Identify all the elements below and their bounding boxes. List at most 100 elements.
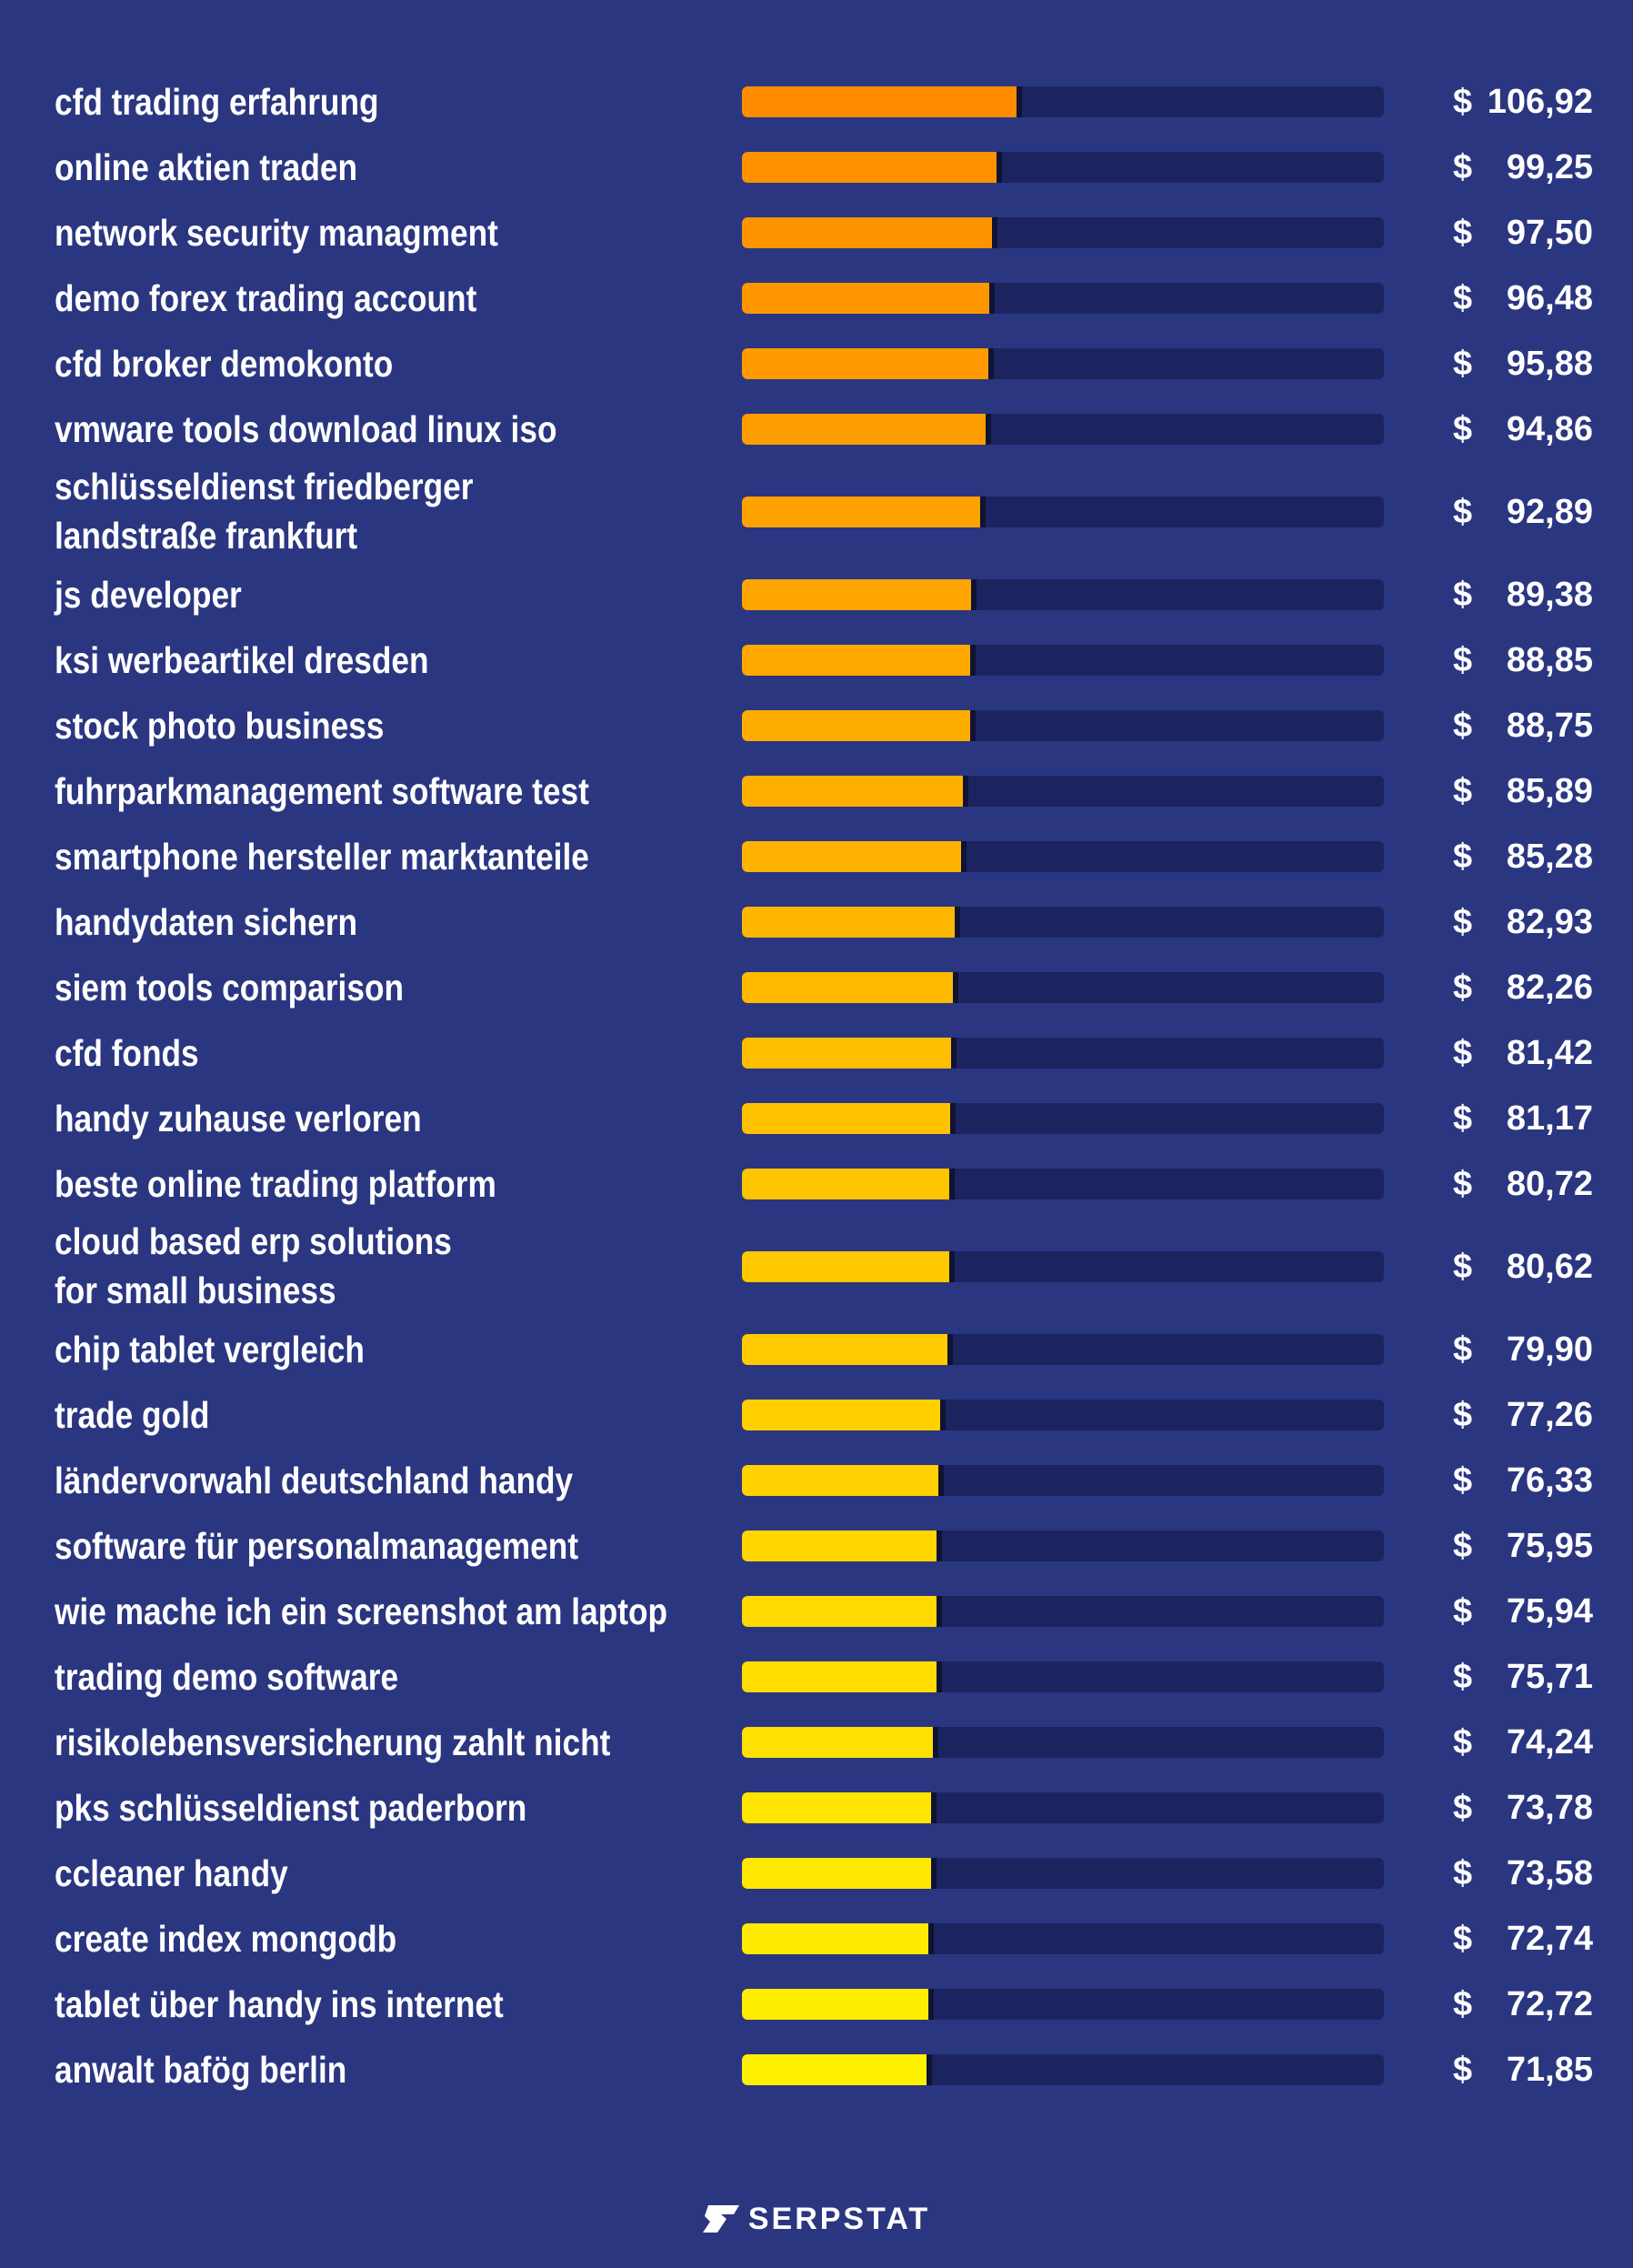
bar — [742, 1792, 937, 1823]
category-label: beste online trading platform — [55, 1163, 496, 1205]
bar-track — [742, 972, 1384, 1003]
bar-row: cfd fonds $81,42 — [0, 1020, 1633, 1086]
bar — [742, 1169, 955, 1199]
bar — [742, 710, 976, 741]
currency-symbol: $ — [1453, 1854, 1473, 1892]
bar-row: online aktien traden $99,25 — [0, 135, 1633, 200]
bar — [742, 1530, 942, 1561]
category-label: schlüsseldienst friedberger landstraße fr… — [55, 466, 474, 557]
currency-symbol: $ — [1453, 1789, 1473, 1827]
currency-symbol: $ — [1453, 83, 1473, 121]
bar — [742, 1727, 938, 1758]
currency-symbol: $ — [1453, 2051, 1473, 2089]
bar-track — [742, 1530, 1384, 1561]
category-label: js developer — [55, 574, 242, 616]
value-label: 75,94 — [1506, 1592, 1593, 1631]
bar-row: cloud based erp solutions for small busin… — [0, 1217, 1633, 1317]
value-label: 85,28 — [1506, 838, 1593, 876]
bar-track — [742, 497, 1384, 527]
bar-row: tablet über handy ins internet $72,72 — [0, 1972, 1633, 2037]
category-label: pks schlüsseldienst paderborn — [55, 1787, 527, 1829]
category-label: create index mongodb — [55, 1918, 397, 1960]
bar-track — [742, 1251, 1384, 1282]
currency-symbol: $ — [1453, 1592, 1473, 1631]
bar-track — [742, 1038, 1384, 1069]
currency-symbol: $ — [1453, 1527, 1473, 1565]
currency-symbol: $ — [1453, 279, 1473, 317]
footer: SERPSTAT — [0, 2193, 1633, 2244]
value-label: 88,75 — [1506, 707, 1593, 745]
bar-row: ksi werbeartikel dresden $88,85 — [0, 627, 1633, 693]
category-label: stock photo business — [55, 705, 385, 747]
value-label: 74,24 — [1506, 1723, 1593, 1761]
value-label: 85,89 — [1506, 772, 1593, 810]
value-label: 72,74 — [1506, 1920, 1593, 1958]
value-label: 76,33 — [1506, 1461, 1593, 1500]
value-label: 95,88 — [1506, 345, 1593, 383]
category-label: cfd trading erfahrung — [55, 81, 379, 123]
bar-track — [742, 710, 1384, 741]
bar — [742, 841, 967, 872]
bar-row: anwalt bafög berlin $71,85 — [0, 2037, 1633, 2102]
category-label: trading demo software — [55, 1656, 399, 1698]
currency-symbol: $ — [1453, 493, 1473, 531]
currency-symbol: $ — [1453, 1920, 1473, 1958]
value-label: 73,78 — [1506, 1789, 1593, 1827]
bar-row: software für personalmanagement $75,95 — [0, 1513, 1633, 1579]
value-label: 82,26 — [1506, 968, 1593, 1007]
category-label: fuhrparkmanagement software test — [55, 770, 589, 812]
bar-track — [742, 283, 1384, 314]
bar-track — [742, 1989, 1384, 2020]
category-label: smartphone hersteller marktanteile — [55, 836, 589, 878]
currency-symbol: $ — [1453, 1658, 1473, 1696]
bar — [742, 86, 1022, 117]
bar-row: wie mache ich ein screenshot am laptop $7… — [0, 1579, 1633, 1644]
bar-track — [742, 1169, 1384, 1199]
category-label: handy zuhause verloren — [55, 1098, 422, 1139]
bar-row: risikolebensversicherung zahlt nicht $74,… — [0, 1710, 1633, 1775]
serpstat-logo-icon — [702, 2205, 739, 2233]
bar-row: pks schlüsseldienst paderborn $73,78 — [0, 1775, 1633, 1841]
bar — [742, 2054, 932, 2085]
bar-track — [742, 348, 1384, 379]
category-label: handydaten sichern — [55, 901, 358, 943]
brand-name: SERPSTAT — [747, 2201, 931, 2236]
bar — [742, 1251, 955, 1282]
currency-symbol: $ — [1453, 1034, 1473, 1072]
currency-symbol: $ — [1453, 1396, 1473, 1434]
bar-row: cfd broker demokonto $95,88 — [0, 331, 1633, 396]
currency-symbol: $ — [1453, 1985, 1473, 2023]
currency-symbol: $ — [1453, 1461, 1473, 1500]
bar-track — [742, 1923, 1384, 1954]
bar — [742, 1989, 934, 2020]
bar-row: stock photo business $88,75 — [0, 693, 1633, 758]
category-label: cloud based erp solutions for small busin… — [55, 1220, 452, 1311]
bar-row: handydaten sichern $82,93 — [0, 889, 1633, 955]
currency-symbol: $ — [1453, 838, 1473, 876]
category-label: cfd fonds — [55, 1032, 199, 1074]
bar-track — [742, 1334, 1384, 1365]
value-label: 81,17 — [1506, 1099, 1593, 1138]
category-label: trade gold — [55, 1394, 210, 1436]
bar-track — [742, 152, 1384, 183]
bar-track — [742, 86, 1384, 117]
category-label: chip tablet vergleich — [55, 1329, 365, 1370]
currency-symbol: $ — [1453, 707, 1473, 745]
bar — [742, 283, 995, 314]
bar — [742, 414, 991, 445]
category-label: ksi werbeartikel dresden — [55, 639, 429, 681]
bar-track — [742, 645, 1384, 676]
currency-symbol: $ — [1453, 1248, 1473, 1286]
value-label: 106,92 — [1487, 83, 1593, 121]
category-label: demo forex trading account — [55, 277, 477, 319]
value-label: 77,26 — [1506, 1396, 1593, 1434]
bar — [742, 1923, 934, 1954]
bar-track — [742, 776, 1384, 807]
value-label: 89,38 — [1506, 576, 1593, 614]
bar-row: ccleaner handy $73,58 — [0, 1841, 1633, 1906]
bar-chart: cfd trading erfahrung $106,92 online aktie… — [0, 81, 1633, 2102]
bar — [742, 497, 986, 527]
category-label: siem tools comparison — [55, 967, 405, 1009]
bar-row: beste online trading platform $80,72 — [0, 1151, 1633, 1217]
currency-symbol: $ — [1453, 214, 1473, 252]
